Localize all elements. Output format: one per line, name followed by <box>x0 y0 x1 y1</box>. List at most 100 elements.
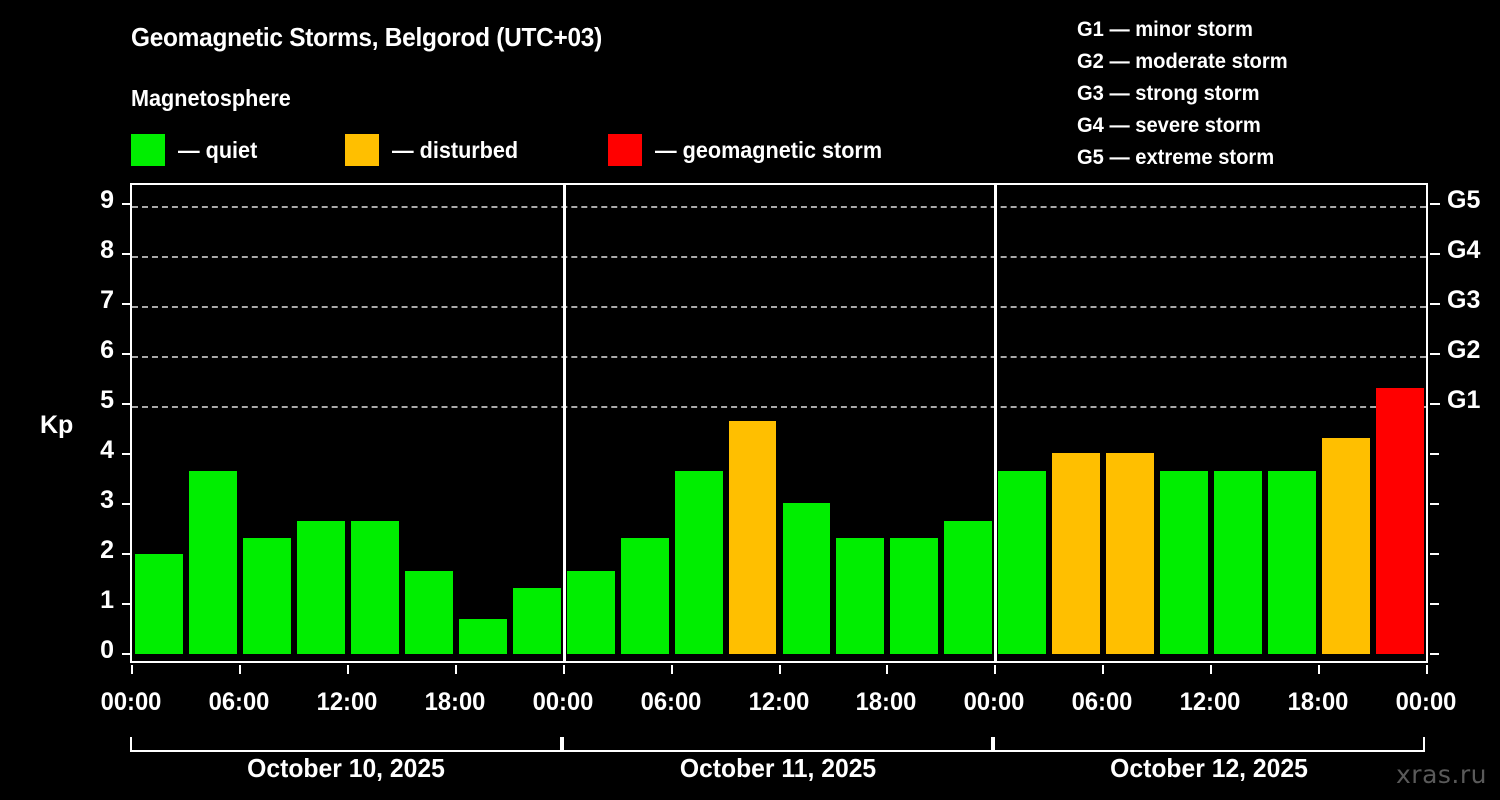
disturbed-swatch <box>345 134 379 166</box>
g-scale-line-3: G3 — strong storm <box>1077 82 1260 105</box>
g-scale-line-4: G4 — severe storm <box>1077 114 1261 137</box>
x-tick-label-0: 00:00 <box>100 688 162 716</box>
y-tick-mark-4 <box>122 453 132 455</box>
bar-quiet <box>135 554 183 654</box>
gridline-kp-6 <box>132 356 1426 358</box>
gridline-kp-9 <box>132 206 1426 208</box>
day-separator-1 <box>562 185 566 661</box>
legend-label: — quiet <box>178 136 258 163</box>
y-tick-mark-6 <box>122 353 132 355</box>
bar-quiet <box>404 570 453 654</box>
bar-quiet <box>296 520 345 654</box>
g-tick-mark-G1 <box>1430 403 1440 405</box>
y-tick-label-9: 9 <box>100 186 114 214</box>
bar-quiet <box>998 470 1047 654</box>
x-tick-mark-5 <box>670 665 673 674</box>
x-tick-label-1: 06:00 <box>208 688 270 716</box>
page-title: Geomagnetic Storms, Belgorod (UTC+03) <box>131 22 602 52</box>
legend-item-quiet: — quiet <box>131 133 262 167</box>
bar-quiet <box>944 520 993 654</box>
y-axis-title: Kp <box>40 411 74 439</box>
bar-quiet <box>350 520 399 654</box>
x-tick-label-5: 06:00 <box>640 688 701 716</box>
chart-subtitle: Magnetosphere <box>131 85 291 111</box>
legend-label: — disturbed <box>392 136 519 163</box>
x-tick-mark-12 <box>1426 665 1428 674</box>
x-tick-label-7: 18:00 <box>856 688 917 716</box>
bar-disturbed <box>728 420 777 654</box>
bar-disturbed <box>1322 437 1371 654</box>
bar-disturbed <box>1052 452 1101 654</box>
legend-label: — geomagnetic storm <box>655 136 883 163</box>
g-tick-mark-G5 <box>1430 203 1440 205</box>
day-bracket-1 <box>130 737 562 752</box>
x-tick-label-2: 12:00 <box>316 688 378 716</box>
right-minor-tick-kp-0 <box>1430 653 1439 655</box>
y-tick-label-3: 3 <box>100 486 114 514</box>
plot-area <box>130 183 1428 663</box>
legend-item-storm: — geomagnetic storm <box>608 133 897 167</box>
g-tick-label-G5: G5 <box>1447 186 1481 214</box>
x-tick-mark-8 <box>994 665 997 674</box>
x-tick-mark-1 <box>238 665 241 674</box>
x-tick-mark-9 <box>1102 665 1105 674</box>
day-label-3: October 12, 2025 <box>1110 753 1309 783</box>
right-minor-tick-kp-1 <box>1430 603 1439 605</box>
bar-quiet <box>782 502 831 654</box>
bar-quiet <box>836 537 885 654</box>
day-bracket-3 <box>993 737 1425 752</box>
y-tick-mark-0 <box>122 653 132 655</box>
x-tick-mark-3 <box>454 665 457 674</box>
right-minor-tick-kp-3 <box>1430 503 1439 505</box>
x-tick-label-12: 00:00 <box>1395 688 1457 716</box>
x-tick-label-9: 06:00 <box>1071 688 1133 716</box>
y-tick-mark-2 <box>122 553 132 555</box>
bar-quiet <box>620 537 669 654</box>
g-scale-line-5: G5 — extreme storm <box>1077 146 1275 169</box>
gridline-kp-5 <box>132 406 1426 408</box>
bar-quiet <box>458 619 507 654</box>
day-label-1: October 10, 2025 <box>246 753 445 783</box>
y-tick-label-0: 0 <box>100 636 114 664</box>
storm-swatch <box>608 134 642 166</box>
y-tick-label-1: 1 <box>100 586 114 614</box>
g-tick-label-G4: G4 <box>1447 236 1481 264</box>
bar-quiet <box>566 570 615 654</box>
x-tick-mark-11 <box>1318 665 1321 674</box>
bar-quiet <box>188 470 237 654</box>
x-tick-label-6: 12:00 <box>748 688 809 716</box>
x-tick-mark-7 <box>886 665 889 674</box>
x-tick-mark-6 <box>778 665 781 674</box>
watermark: xras.ru <box>1396 760 1487 789</box>
x-tick-mark-10 <box>1210 665 1213 674</box>
right-minor-tick-kp-4 <box>1430 453 1439 455</box>
x-tick-label-8: 00:00 <box>963 688 1025 716</box>
g-scale-legend: G1 — minor storm G2 — moderate storm G3 — … <box>1077 14 1296 174</box>
y-tick-mark-1 <box>122 603 132 605</box>
day-label-2: October 11, 2025 <box>679 753 876 783</box>
x-tick-label-11: 18:00 <box>1287 688 1349 716</box>
g-tick-label-G2: G2 <box>1447 336 1481 364</box>
legend-item-disturbed: — disturbed <box>345 133 526 167</box>
y-tick-label-5: 5 <box>100 386 114 414</box>
g-tick-label-G1: G1 <box>1447 386 1481 414</box>
y-tick-mark-5 <box>122 403 132 405</box>
g-tick-label-G3: G3 <box>1447 286 1481 314</box>
x-tick-label-3: 18:00 <box>424 688 486 716</box>
bar-quiet <box>512 587 561 654</box>
x-tick-label-4: 00:00 <box>532 688 594 716</box>
y-tick-mark-8 <box>122 253 132 255</box>
y-tick-label-4: 4 <box>100 436 114 464</box>
bar-quiet <box>1160 470 1209 654</box>
g-tick-mark-G2 <box>1430 353 1440 355</box>
y-tick-label-8: 8 <box>100 236 114 264</box>
right-minor-tick-kp-2 <box>1430 553 1439 555</box>
gridline-kp-8 <box>132 256 1426 258</box>
gridline-kp-7 <box>132 306 1426 308</box>
bar-quiet <box>890 537 939 654</box>
x-tick-mark-4 <box>562 665 565 674</box>
day-separator-2 <box>994 185 998 661</box>
y-tick-mark-9 <box>122 203 132 205</box>
g-scale-line-2: G2 — moderate storm <box>1077 50 1288 73</box>
bar-quiet <box>242 537 291 654</box>
